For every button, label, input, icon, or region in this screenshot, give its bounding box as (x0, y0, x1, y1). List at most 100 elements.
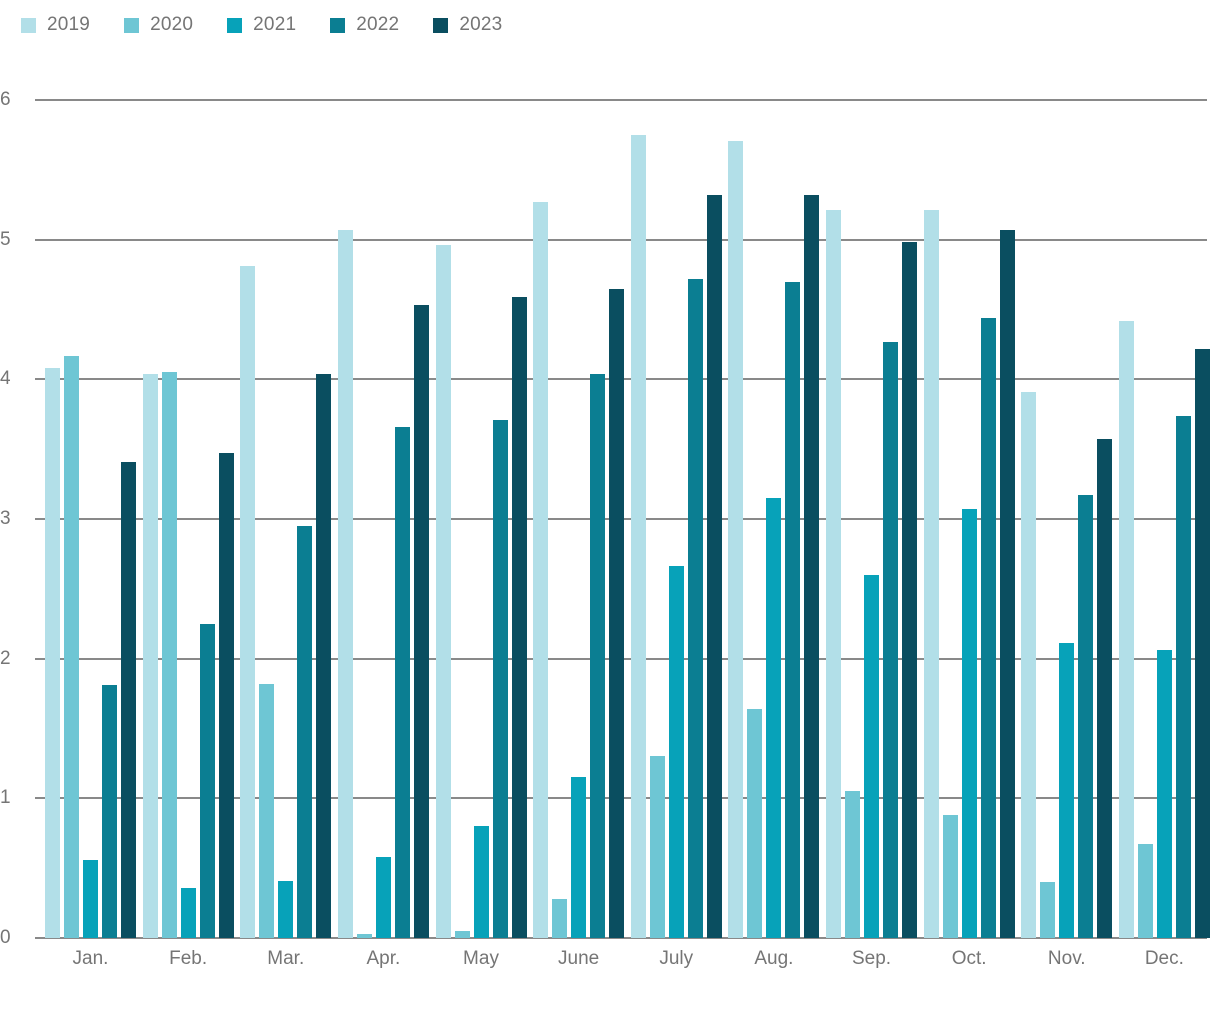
bar-group-july (630, 100, 722, 938)
bar-group-feb (142, 100, 234, 938)
bar-2022-mar[interactable] (297, 526, 313, 938)
bar-group-jan (45, 100, 136, 938)
legend-item-2023[interactable]: 2023 (433, 14, 502, 36)
bar-2019-july[interactable] (630, 135, 646, 938)
bar-2022-aug[interactable] (785, 282, 801, 938)
legend-item-2022[interactable]: 2022 (330, 14, 399, 36)
bar-2021-apr[interactable] (375, 857, 391, 938)
bar-2021-oct[interactable] (961, 509, 977, 938)
legend-swatch-icon (433, 17, 449, 33)
bar-2020-june[interactable] (552, 899, 568, 938)
bar-2021-aug[interactable] (766, 498, 782, 938)
x-axis-label-dec: Dec. (1144, 948, 1184, 969)
legend-label: 2019 (47, 14, 91, 35)
bar-group-nov (1021, 100, 1113, 938)
bar-2020-aug[interactable] (747, 709, 763, 938)
x-axis-label-nov: Nov. (1047, 948, 1086, 969)
bar-2019-apr[interactable] (337, 230, 353, 938)
bar-2023-may[interactable] (511, 297, 527, 938)
legend-item-2020[interactable]: 2020 (124, 14, 193, 36)
bar-2019-nov[interactable] (1021, 392, 1037, 938)
legend-swatch-icon (124, 17, 140, 33)
y-tick-label: 3 (0, 508, 11, 529)
bars-container (45, 100, 1210, 938)
bar-2023-july[interactable] (706, 195, 722, 938)
bar-2019-may[interactable] (435, 245, 451, 938)
bar-2021-jan[interactable] (83, 860, 98, 938)
bar-group-oct (923, 100, 1015, 938)
bar-2019-june[interactable] (533, 202, 549, 938)
x-axis-label-jan: Jan. (72, 948, 109, 969)
x-axis-label-feb: Feb. (169, 948, 208, 969)
bar-2020-feb[interactable] (161, 372, 177, 938)
y-tick-label: 0 (0, 927, 11, 948)
plot-area: 0 1 2 3 4 5 6 (0, 89, 1220, 948)
bar-2023-oct[interactable] (999, 230, 1015, 938)
bar-2021-sep[interactable] (864, 575, 879, 938)
bar-2020-nov[interactable] (1040, 882, 1056, 938)
bar-2021-may[interactable] (473, 826, 489, 938)
bar-group-sep (826, 100, 917, 938)
bar-2023-apr[interactable] (413, 305, 429, 938)
bar-2022-may[interactable] (492, 420, 508, 938)
bar-2022-sep[interactable] (883, 342, 898, 938)
bar-2022-oct[interactable] (980, 318, 996, 938)
bar-group-may (435, 100, 527, 938)
bar-2022-nov[interactable] (1078, 495, 1094, 938)
bar-2021-nov[interactable] (1059, 643, 1075, 938)
legend-item-2019[interactable]: 2019 (21, 14, 90, 36)
bar-2022-dec[interactable] (1175, 416, 1191, 938)
bar-2021-dec[interactable] (1156, 650, 1172, 938)
y-tick-label: 2 (0, 647, 11, 669)
bar-2020-mar[interactable] (259, 684, 275, 938)
bar-2022-june[interactable] (590, 374, 606, 938)
bar-2022-jan[interactable] (102, 685, 117, 938)
legend-swatch-icon (21, 17, 36, 33)
bar-2019-dec[interactable] (1118, 321, 1134, 938)
bar-2019-sep[interactable] (826, 210, 841, 938)
bar-2023-feb[interactable] (218, 453, 234, 938)
bar-2019-feb[interactable] (142, 374, 158, 938)
bar-2020-oct[interactable] (942, 815, 958, 938)
x-axis-label-july: July (659, 948, 694, 969)
bar-2021-july[interactable] (668, 566, 684, 938)
bar-2021-june[interactable] (571, 777, 587, 938)
bar-group-june (533, 100, 625, 938)
bar-2020-sep[interactable] (845, 791, 860, 938)
bar-2023-sep[interactable] (902, 242, 917, 938)
bar-2019-jan[interactable] (45, 368, 60, 938)
legend-label: 2020 (150, 14, 194, 35)
bar-2023-mar[interactable] (316, 374, 332, 938)
bar-2023-dec[interactable] (1194, 349, 1210, 938)
bar-2022-july[interactable] (687, 279, 703, 938)
bar-2020-may[interactable] (454, 931, 470, 938)
bar-2020-apr[interactable] (356, 934, 372, 938)
x-axis-labels: Jan. Feb. Mar. Apr. May June July Aug. Sep. Oct. N… (45, 948, 1210, 970)
bar-2023-nov[interactable] (1097, 439, 1113, 938)
bar-group-dec (1118, 100, 1210, 938)
y-tick-label: 1 (0, 787, 11, 809)
bar-2021-feb[interactable] (180, 888, 196, 938)
gridline-6 (35, 99, 1207, 101)
bar-2022-apr[interactable] (394, 427, 410, 938)
x-axis-label-may: May (463, 948, 499, 969)
bar-2023-june[interactable] (609, 289, 625, 938)
bar-2023-aug[interactable] (804, 195, 820, 938)
bar-2022-feb[interactable] (199, 624, 215, 938)
bar-2020-july[interactable] (649, 756, 665, 938)
gridline-5 (35, 238, 1207, 241)
x-axis-label-oct: Oct. (951, 948, 987, 969)
bar-2023-jan[interactable] (121, 462, 136, 938)
bar-2019-oct[interactable] (923, 210, 939, 938)
legend-item-2021[interactable]: 2021 (227, 14, 296, 36)
bar-2020-jan[interactable] (64, 356, 79, 938)
x-axis-label-mar: Mar. (267, 948, 305, 969)
bar-2020-dec[interactable] (1137, 844, 1153, 938)
gridline-0 (35, 937, 1207, 939)
bar-2019-aug[interactable] (728, 141, 744, 938)
x-axis-label-aug: Aug. (754, 948, 794, 969)
y-tick-label: 4 (0, 368, 11, 390)
bar-2021-mar[interactable] (278, 881, 294, 938)
x-axis-label-june: June (558, 948, 600, 969)
bar-2019-mar[interactable] (240, 266, 256, 938)
